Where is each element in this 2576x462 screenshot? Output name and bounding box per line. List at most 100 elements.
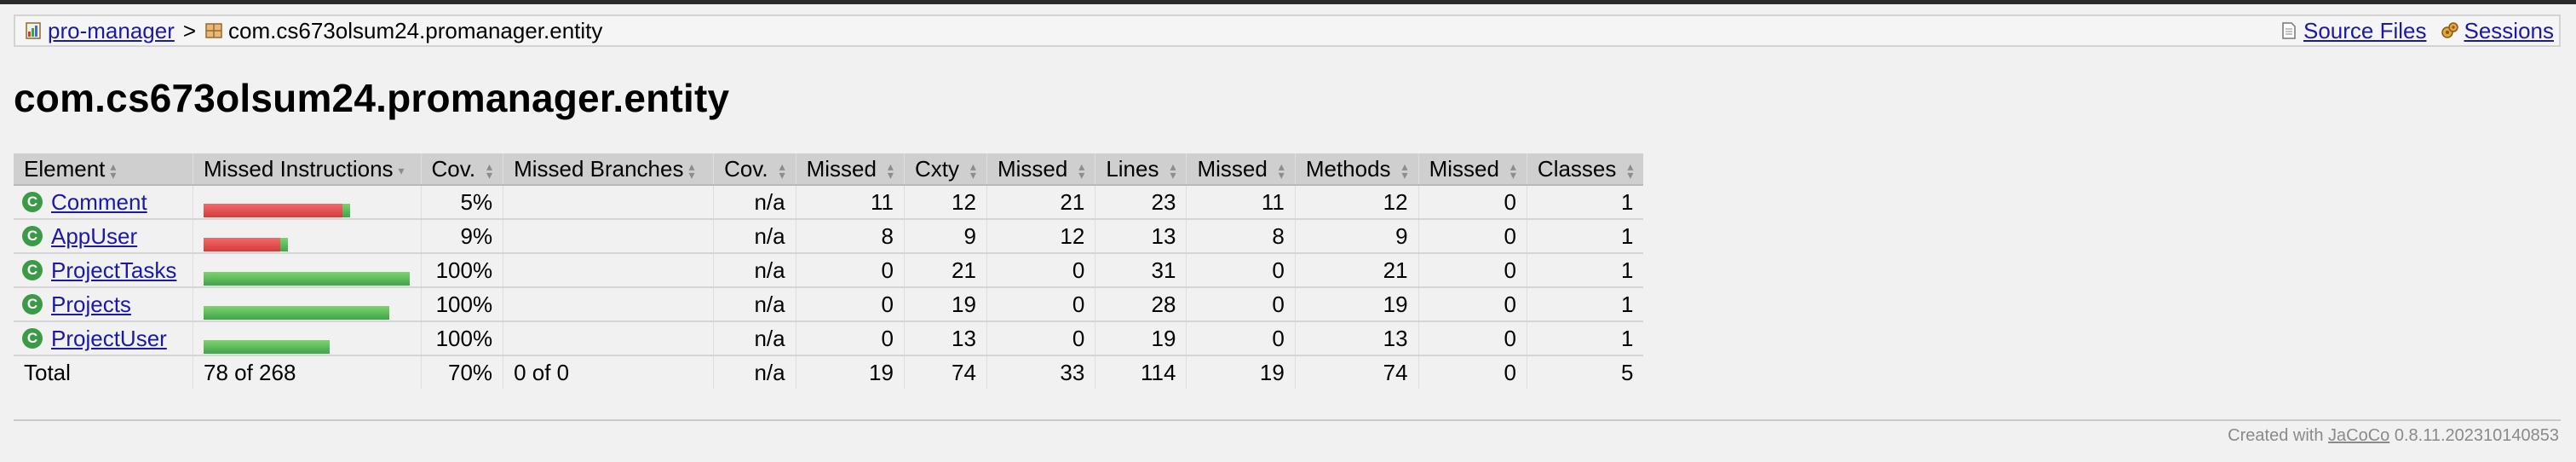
header-missed-instructions[interactable]: Missed Instructions ▾	[193, 153, 422, 186]
header-cxty[interactable]: Cxty ▴ ▾	[903, 153, 987, 186]
header-element[interactable]: Element ▴ ▾	[14, 153, 193, 186]
header-missed-branches[interactable]: Missed Branches ▴ ▾	[503, 153, 714, 186]
covered-bar-segment	[204, 305, 389, 320]
cxty-cell: 12	[903, 185, 987, 220]
package-icon	[205, 23, 222, 38]
breadcrumb-right: Source Files Sessions	[2280, 16, 2554, 45]
header-cxty-label: Cxty	[914, 155, 959, 182]
missed-cxty-cell: 8	[795, 219, 905, 254]
classes-cell: 1	[1526, 185, 1644, 220]
coverage-bar	[204, 231, 288, 251]
total-cxty: 74	[903, 355, 987, 389]
class-link[interactable]: ProjectTasks	[51, 257, 177, 283]
sort-down-icon: ▾	[398, 163, 405, 177]
missed-lines-cell: 0	[986, 253, 1095, 288]
jacoco-link[interactable]: JaCoCo	[2328, 426, 2390, 445]
breadcrumb-root-link[interactable]: pro-manager	[48, 18, 175, 43]
instructions-bar-cell	[193, 287, 422, 322]
header-classes-label: Classes	[1537, 155, 1617, 182]
instructions-bar-cell	[193, 185, 422, 220]
branches-bar-cell	[503, 287, 714, 322]
cov-cell: 100%	[420, 287, 503, 322]
sort-icon: ▴ ▾	[1509, 159, 1516, 182]
class-link[interactable]: AppUser	[51, 222, 138, 249]
covered-bar-segment	[342, 203, 350, 217]
missed-classes-cell: 0	[1417, 287, 1527, 322]
methods-cell: 12	[1294, 185, 1419, 220]
header-missed-cxty[interactable]: Missed ▴ ▾	[795, 153, 905, 186]
header-lines[interactable]: Lines ▴ ▾	[1095, 153, 1187, 186]
missed-classes-cell: 0	[1417, 321, 1527, 356]
missed-lines-cell: 0	[986, 321, 1095, 356]
total-classes: 5	[1526, 355, 1644, 389]
header-missed-instructions-label: Missed Instructions	[204, 155, 394, 182]
header-cov-instructions[interactable]: Cov. ▴ ▾	[420, 153, 503, 186]
branch-cov-cell: n/a	[713, 321, 796, 356]
methods-cell: 9	[1294, 219, 1419, 254]
table-header-row: Element ▴ ▾ Missed Instructions ▾ Cov. ▴ ▾ Mi…	[14, 153, 1644, 186]
cxty-cell: 21	[903, 253, 987, 288]
sort-icon: ▴ ▾	[1278, 159, 1285, 182]
breadcrumb-separator: >	[182, 18, 197, 43]
missed-methods-cell: 0	[1186, 253, 1296, 288]
breadcrumb-current: com.cs673olsum24.promanager.entity	[228, 18, 603, 43]
header-cov-branches-label: Cov.	[724, 155, 768, 182]
class-icon: C	[22, 328, 43, 349]
header-cov-branches[interactable]: Cov. ▴ ▾	[713, 153, 796, 186]
branch-cov-cell: n/a	[713, 253, 796, 288]
footer-prefix: Created with	[2228, 426, 2324, 445]
header-missed-classes-label: Missed	[1429, 155, 1499, 182]
methods-cell: 21	[1294, 253, 1419, 288]
header-missed-methods[interactable]: Missed ▴ ▾	[1186, 153, 1296, 186]
sort-icon: ▴ ▾	[969, 159, 976, 182]
methods-cell: 13	[1294, 321, 1419, 356]
class-link[interactable]: Projects	[51, 291, 131, 317]
lines-cell: 13	[1095, 219, 1187, 254]
header-methods[interactable]: Methods ▴ ▾	[1294, 153, 1419, 186]
lines-cell: 28	[1095, 287, 1187, 322]
missed-bar-segment	[204, 237, 280, 251]
header-missed-lines-label: Missed	[997, 155, 1068, 182]
cov-cell: 9%	[420, 219, 503, 254]
source-files-icon	[2282, 22, 2296, 39]
cov-cell: 100%	[420, 321, 503, 356]
breadcrumb-left: pro-manager > com.cs673olsum24.promanage…	[24, 16, 602, 45]
header-classes[interactable]: Classes ▴ ▾	[1526, 153, 1644, 186]
sort-icon: ▴ ▾	[1170, 159, 1176, 182]
missed-cxty-cell: 0	[795, 287, 905, 322]
header-missed-lines[interactable]: Missed ▴ ▾	[986, 153, 1095, 186]
missed-lines-cell: 21	[986, 185, 1095, 220]
header-missed-classes[interactable]: Missed ▴ ▾	[1417, 153, 1527, 186]
table-row: C ProjectUser 100% n/a 0 13 0 19 0 13 0 1	[14, 321, 1644, 356]
branch-cov-cell: n/a	[713, 287, 796, 322]
sessions-icon	[2441, 22, 2458, 38]
class-link[interactable]: ProjectUser	[51, 325, 167, 351]
classes-cell: 1	[1526, 253, 1644, 288]
classes-cell: 1	[1526, 287, 1644, 322]
total-missed-lines: 33	[986, 355, 1095, 389]
table-row: C ProjectTasks 100% n/a 0 21 0 31 0 21 0 …	[14, 253, 1644, 288]
coverage-bar	[204, 299, 389, 320]
report-icon	[26, 22, 41, 39]
coverage-bar	[204, 333, 330, 354]
class-link[interactable]: Comment	[51, 188, 147, 215]
sessions-link[interactable]: Sessions	[2464, 18, 2555, 43]
element-cell: C Projects	[14, 287, 193, 322]
methods-cell: 19	[1294, 287, 1419, 322]
sort-icon: ▴ ▾	[688, 159, 695, 182]
coverage-table: Element ▴ ▾ Missed Instructions ▾ Cov. ▴ ▾ Mi…	[14, 153, 1644, 389]
header-missed-branches-label: Missed Branches	[514, 155, 684, 182]
missed-methods-cell: 11	[1186, 185, 1296, 220]
source-files-link[interactable]: Source Files	[2303, 18, 2427, 43]
total-label: Total	[24, 359, 71, 385]
sort-icon: ▴ ▾	[779, 159, 785, 182]
missed-methods-cell: 8	[1186, 219, 1296, 254]
branches-bar-cell	[503, 253, 714, 288]
coverage-bar	[204, 197, 350, 217]
footer-divider	[14, 419, 2561, 421]
lines-cell: 23	[1095, 185, 1187, 220]
top-rule	[0, 0, 2576, 4]
missed-cxty-cell: 0	[795, 253, 905, 288]
class-icon: C	[22, 226, 43, 246]
cxty-cell: 19	[903, 287, 987, 322]
